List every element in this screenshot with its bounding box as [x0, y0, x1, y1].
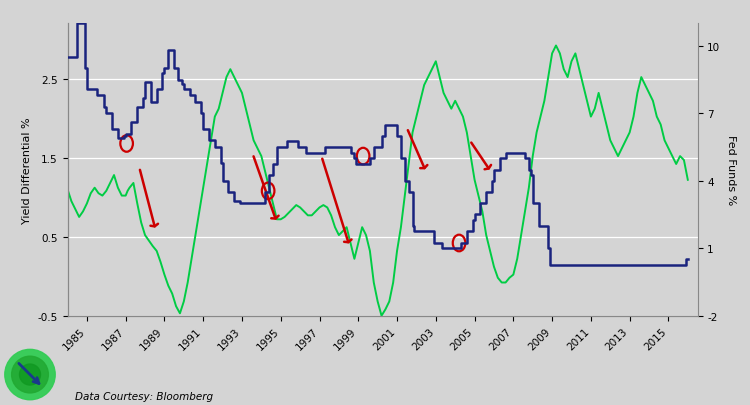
Circle shape [12, 356, 48, 393]
Circle shape [4, 350, 55, 400]
Y-axis label: Yield Differential %: Yield Differential % [22, 117, 32, 223]
Circle shape [20, 364, 40, 385]
Y-axis label: Fed Funds %: Fed Funds % [726, 135, 736, 205]
Text: Data Courtesy: Bloomberg: Data Courtesy: Bloomberg [75, 391, 213, 401]
